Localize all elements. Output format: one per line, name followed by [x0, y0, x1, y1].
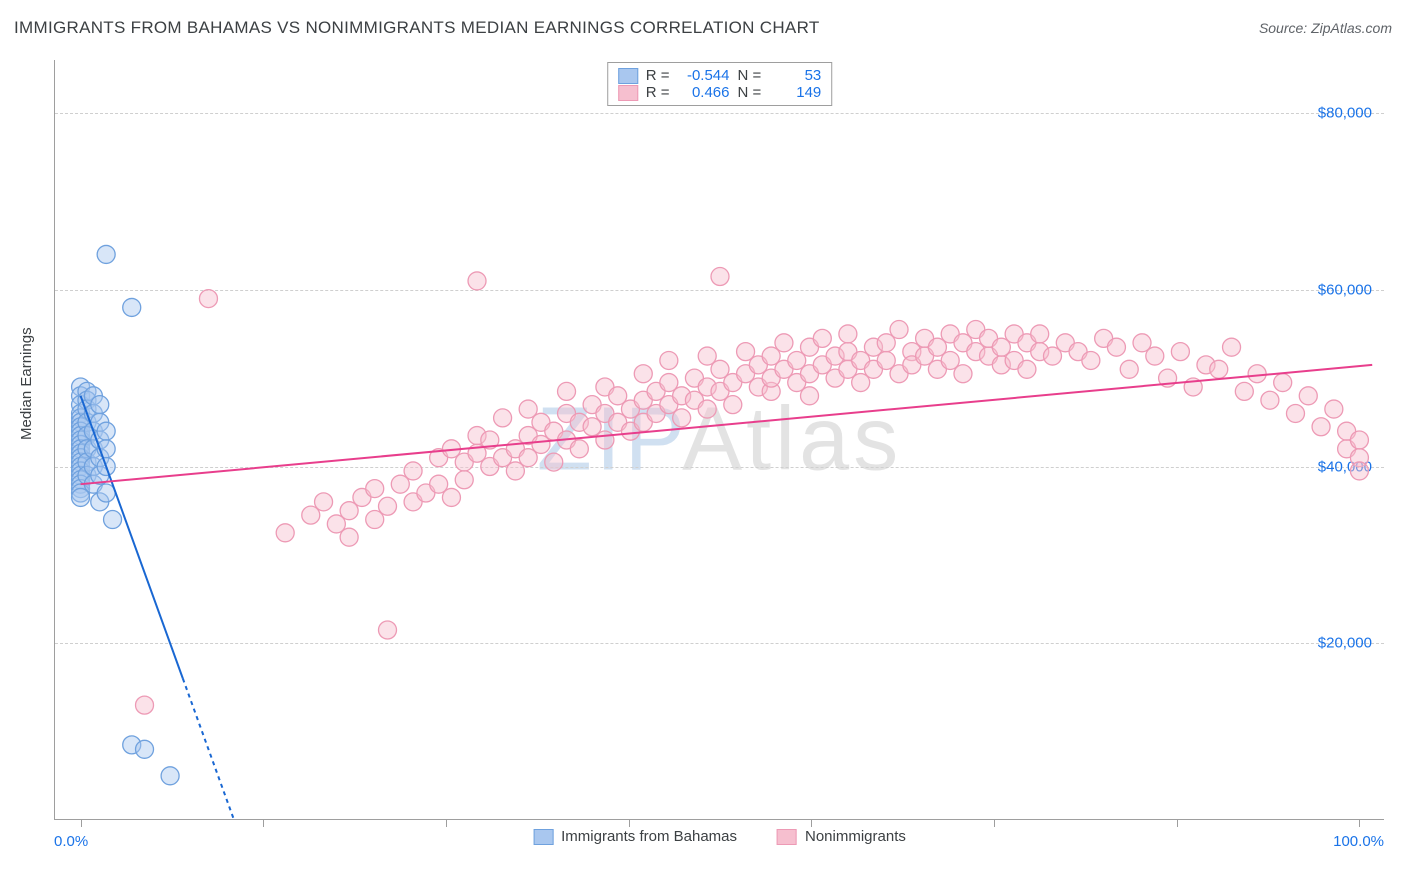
data-point: [1235, 382, 1253, 400]
data-point: [596, 431, 614, 449]
data-point: [366, 480, 384, 498]
data-point: [1210, 360, 1228, 378]
data-point: [545, 453, 563, 471]
data-point: [1261, 391, 1279, 409]
data-point: [813, 329, 831, 347]
data-point: [379, 497, 397, 515]
data-point: [1018, 360, 1036, 378]
data-point: [775, 334, 793, 352]
swatch-series-1: [618, 68, 638, 84]
data-point: [1031, 325, 1049, 343]
data-point: [954, 365, 972, 383]
y-axis-label: Median Earnings: [18, 327, 35, 440]
data-point: [801, 387, 819, 405]
data-point: [404, 462, 422, 480]
chart-canvas: [55, 60, 1384, 819]
chart-title: IMMIGRANTS FROM BAHAMAS VS NONIMMIGRANTS…: [14, 18, 820, 38]
data-point: [1082, 351, 1100, 369]
x-tick-label-max: 100.0%: [1333, 833, 1384, 850]
data-point: [711, 268, 729, 286]
data-point: [1146, 347, 1164, 365]
data-point: [161, 767, 179, 785]
data-point: [1248, 365, 1266, 383]
stats-row-series-2: R = 0.466 N = 149: [618, 84, 822, 101]
legend-item-series-1: Immigrants from Bahamas: [533, 828, 737, 845]
swatch-series-2: [618, 85, 638, 101]
legend-item-series-2: Nonimmigrants: [777, 828, 906, 845]
data-point: [276, 524, 294, 542]
data-point: [660, 351, 678, 369]
data-point: [1223, 338, 1241, 356]
data-point: [104, 511, 122, 529]
data-point: [570, 440, 588, 458]
stats-row-series-1: R = -0.544 N = 53: [618, 67, 822, 84]
data-point: [442, 488, 460, 506]
legend-swatch-2: [777, 829, 797, 845]
data-point: [494, 409, 512, 427]
source-label: Source: ZipAtlas.com: [1259, 20, 1392, 36]
data-point: [136, 696, 154, 714]
data-point: [1286, 404, 1304, 422]
bottom-legend: Immigrants from Bahamas Nonimmigrants: [533, 828, 906, 845]
data-point: [97, 422, 115, 440]
data-point: [1299, 387, 1317, 405]
data-point: [1350, 462, 1368, 480]
plot-area: ZIPAtlas $20,000$40,000$60,000$80,000 R …: [54, 60, 1384, 820]
data-point: [123, 298, 141, 316]
data-point: [315, 493, 333, 511]
data-point: [634, 365, 652, 383]
data-point: [91, 396, 109, 414]
data-point: [379, 621, 397, 639]
data-point: [1312, 418, 1330, 436]
data-point: [890, 321, 908, 339]
data-point: [839, 325, 857, 343]
stats-legend-box: R = -0.544 N = 53 R = 0.466 N = 149: [607, 62, 833, 106]
data-point: [136, 740, 154, 758]
data-point: [724, 396, 742, 414]
data-point: [1107, 338, 1125, 356]
data-point: [1274, 374, 1292, 392]
data-point: [1325, 400, 1343, 418]
data-point: [698, 400, 716, 418]
legend-swatch-1: [533, 829, 553, 845]
data-point: [199, 290, 217, 308]
data-point: [1120, 360, 1138, 378]
data-point: [468, 272, 486, 290]
data-point: [1171, 343, 1189, 361]
data-point: [340, 528, 358, 546]
data-point: [455, 471, 473, 489]
data-point: [1350, 431, 1368, 449]
data-point: [673, 409, 691, 427]
data-point: [97, 245, 115, 263]
x-tick-label-min: 0.0%: [54, 833, 88, 850]
data-point: [558, 382, 576, 400]
